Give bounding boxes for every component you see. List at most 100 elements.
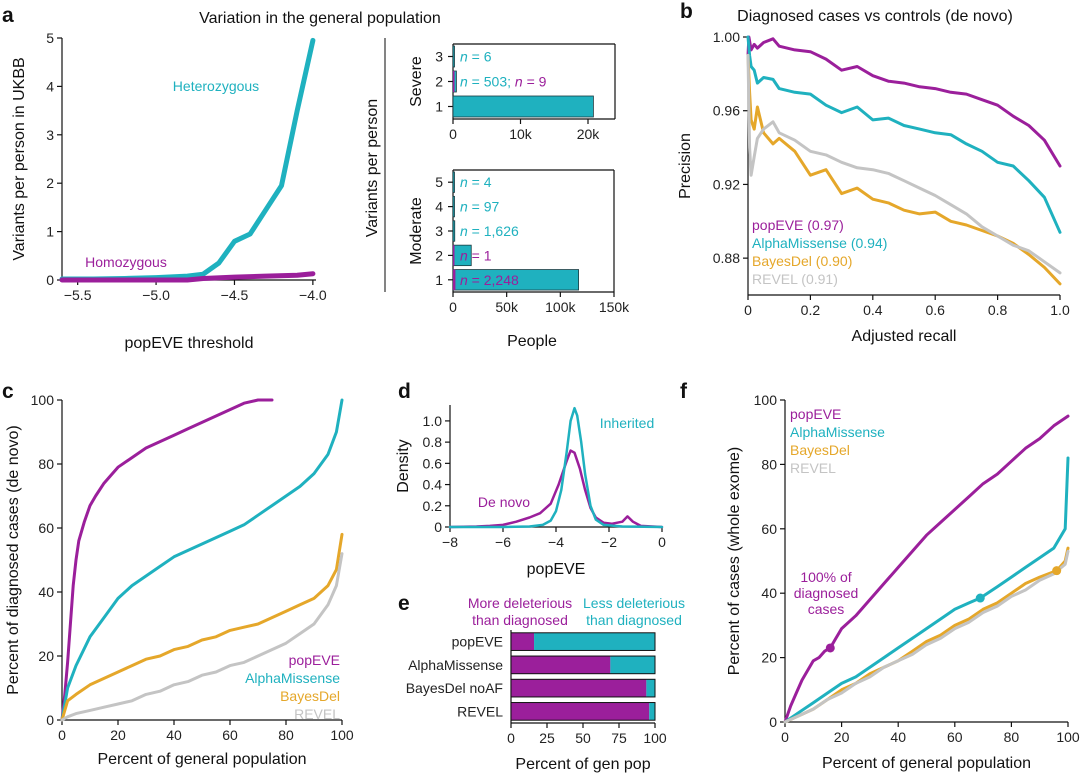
- panel-letter-f: f: [680, 380, 688, 403]
- e-x-tick-label: 75: [611, 730, 627, 746]
- d-x-tick-label: 0: [658, 534, 666, 550]
- a-right-moderate-group-label: Moderate: [408, 197, 425, 265]
- f-marker-popeve: [825, 643, 835, 653]
- e-category-label: BayesDel noAF: [406, 680, 503, 696]
- a-right-moderate-x-tick-label: 100k: [545, 299, 576, 315]
- a-right-severe-group-label: Severe: [408, 56, 425, 107]
- d-y-tick-label: 1.0: [423, 413, 443, 429]
- e-bar-less: [649, 702, 655, 721]
- e-x-tick-label: 25: [539, 730, 555, 746]
- a-right-severe-annotation: n = 503; n = 9: [460, 74, 547, 90]
- c-y-tick-label: 60: [38, 520, 54, 536]
- b-x-tick-label: 0: [744, 302, 752, 318]
- a-right-moderate-y-tick-label: 3: [435, 223, 443, 239]
- panel-letter-b: b: [680, 0, 693, 23]
- e-x-tick-label: 0: [507, 730, 515, 746]
- e-bar-less: [646, 679, 655, 697]
- d-y-label: Density: [395, 439, 412, 492]
- f-legend-entry: REVEL: [790, 460, 836, 476]
- c-x-tick-label: 60: [222, 727, 238, 743]
- c-y-tick-label: 0: [46, 712, 54, 728]
- e-bar-more: [511, 656, 611, 674]
- c-y-tick-label: 40: [38, 584, 54, 600]
- a-right-moderate-annotation-part: n: [460, 272, 468, 288]
- d-x-tick-label: −4: [548, 534, 564, 550]
- f-y-tick-label: 0: [769, 714, 777, 730]
- b-y-label: Precision: [677, 133, 694, 199]
- c-y-label: Percent of diagnosed cases (de novo): [5, 425, 22, 695]
- f-line-revel: [783, 549, 1070, 724]
- a-right-severe-x-tick-label: 10k: [509, 126, 533, 142]
- d-y-tick-label: 0.8: [423, 434, 443, 450]
- b-line-alphamissense: [746, 35, 1062, 234]
- e-legend-more-line1: More deleterious: [468, 595, 572, 611]
- a-right-severe-annotation-part: = 6: [468, 49, 492, 65]
- c-x-tick-label: 20: [110, 727, 126, 743]
- b-y-tick-label: 0.92: [713, 176, 740, 192]
- d-y-tick-label: 0.6: [423, 455, 443, 471]
- c-legend-entry: popEVE: [289, 652, 340, 668]
- a-right-moderate-y-tick-label: 5: [435, 174, 443, 190]
- f-x-tick-label: 20: [834, 729, 850, 745]
- f-x-tick-label: 40: [890, 729, 906, 745]
- a-left-x-tick-label: −5.5: [64, 287, 92, 303]
- panel-letter-e: e: [398, 592, 410, 615]
- f-x-label: Percent of general population: [822, 755, 1031, 772]
- a-left-line-heterozygous: [59, 37, 316, 282]
- e-bar-outline: [510, 678, 656, 698]
- a-right-moderate-y-tick-label: 2: [435, 247, 443, 263]
- b-y-tick-label: 0.96: [713, 103, 740, 119]
- a-right-moderate-bar: [452, 195, 455, 218]
- f-annotation-line1: 100% of: [800, 569, 851, 585]
- e-bar-more: [511, 702, 650, 721]
- b-x-tick-label: 0.2: [801, 302, 821, 318]
- f-y-tick-label: 40: [761, 585, 777, 601]
- c-y-tick-label: 80: [38, 456, 54, 472]
- f-legend-entry: AlphaMissense: [790, 424, 885, 440]
- d-inherited-label: Inherited: [600, 415, 654, 431]
- a-right-moderate-annotation-part: = 1,626: [468, 223, 519, 239]
- c-line-alphamissense: [60, 398, 344, 722]
- a-heterozygous-label: Heterozygous: [173, 78, 259, 94]
- panel-letter-c: c: [2, 380, 14, 403]
- a-right-moderate-x-tick-label: 50k: [495, 299, 519, 315]
- d-y-tick-label: 0.4: [423, 477, 443, 493]
- b-x-tick-label: 0.4: [863, 302, 883, 318]
- f-x-tick-label: 60: [947, 729, 963, 745]
- f-marker-bayesdel: [1052, 566, 1062, 576]
- a-right-moderate-annotation-part: = 1: [468, 247, 492, 263]
- b-y-tick-label: 0.88: [713, 250, 740, 266]
- e-x-tick-label: 50: [575, 730, 591, 746]
- c-legend-entry: AlphaMissense: [245, 670, 340, 686]
- a-right-severe-bar: [452, 45, 455, 68]
- a-right-moderate-x-tick-label: 150k: [599, 299, 630, 315]
- c-line-popeve: [60, 398, 274, 722]
- b-legend-entry: REVEL (0.91): [752, 271, 838, 287]
- c-x-tick-label: 40: [166, 727, 182, 743]
- a-right-x-label: People: [507, 333, 557, 350]
- a-right-severe-y-tick-label: 2: [435, 74, 443, 90]
- a-right-moderate-annotation: n = 1: [460, 247, 492, 263]
- e-x-tick-label: 100: [643, 730, 667, 746]
- a-left-y-tick-label: 1: [46, 224, 54, 240]
- d-y-tick-label: 0.2: [423, 498, 443, 514]
- c-line-bayesdel: [60, 532, 344, 722]
- f-y-label: Percent of cases (whole exome): [726, 447, 743, 676]
- a-right-severe-bar-homozygous: [453, 71, 455, 92]
- e-legend-more-line2: than diagnosed: [472, 612, 568, 628]
- f-legend-entry: popEVE: [790, 406, 841, 422]
- d-x-label: popEVE: [527, 561, 586, 578]
- a-right-severe-annotation-part: n: [515, 74, 523, 90]
- e-category-label: popEVE: [452, 634, 503, 650]
- c-x-tick-label: 80: [278, 727, 294, 743]
- a-right-moderate-bar: [452, 220, 456, 242]
- chart-b: Diagnosed cases vs controls (de novo) 0 0.…: [677, 8, 1070, 345]
- a-right-moderate-bar-homozygous: [453, 245, 455, 266]
- a-right-moderate-annotation: n = 2,248: [460, 272, 519, 288]
- b-legend-entry: AlphaMissense (0.94): [752, 235, 887, 251]
- a-right-moderate-bar: [452, 171, 455, 193]
- a-right-y-label: Variants per person: [364, 99, 381, 237]
- e-bar-less: [610, 656, 655, 674]
- a-left-x-tick-label: −4.0: [299, 287, 327, 303]
- f-y-tick-label: 20: [761, 650, 777, 666]
